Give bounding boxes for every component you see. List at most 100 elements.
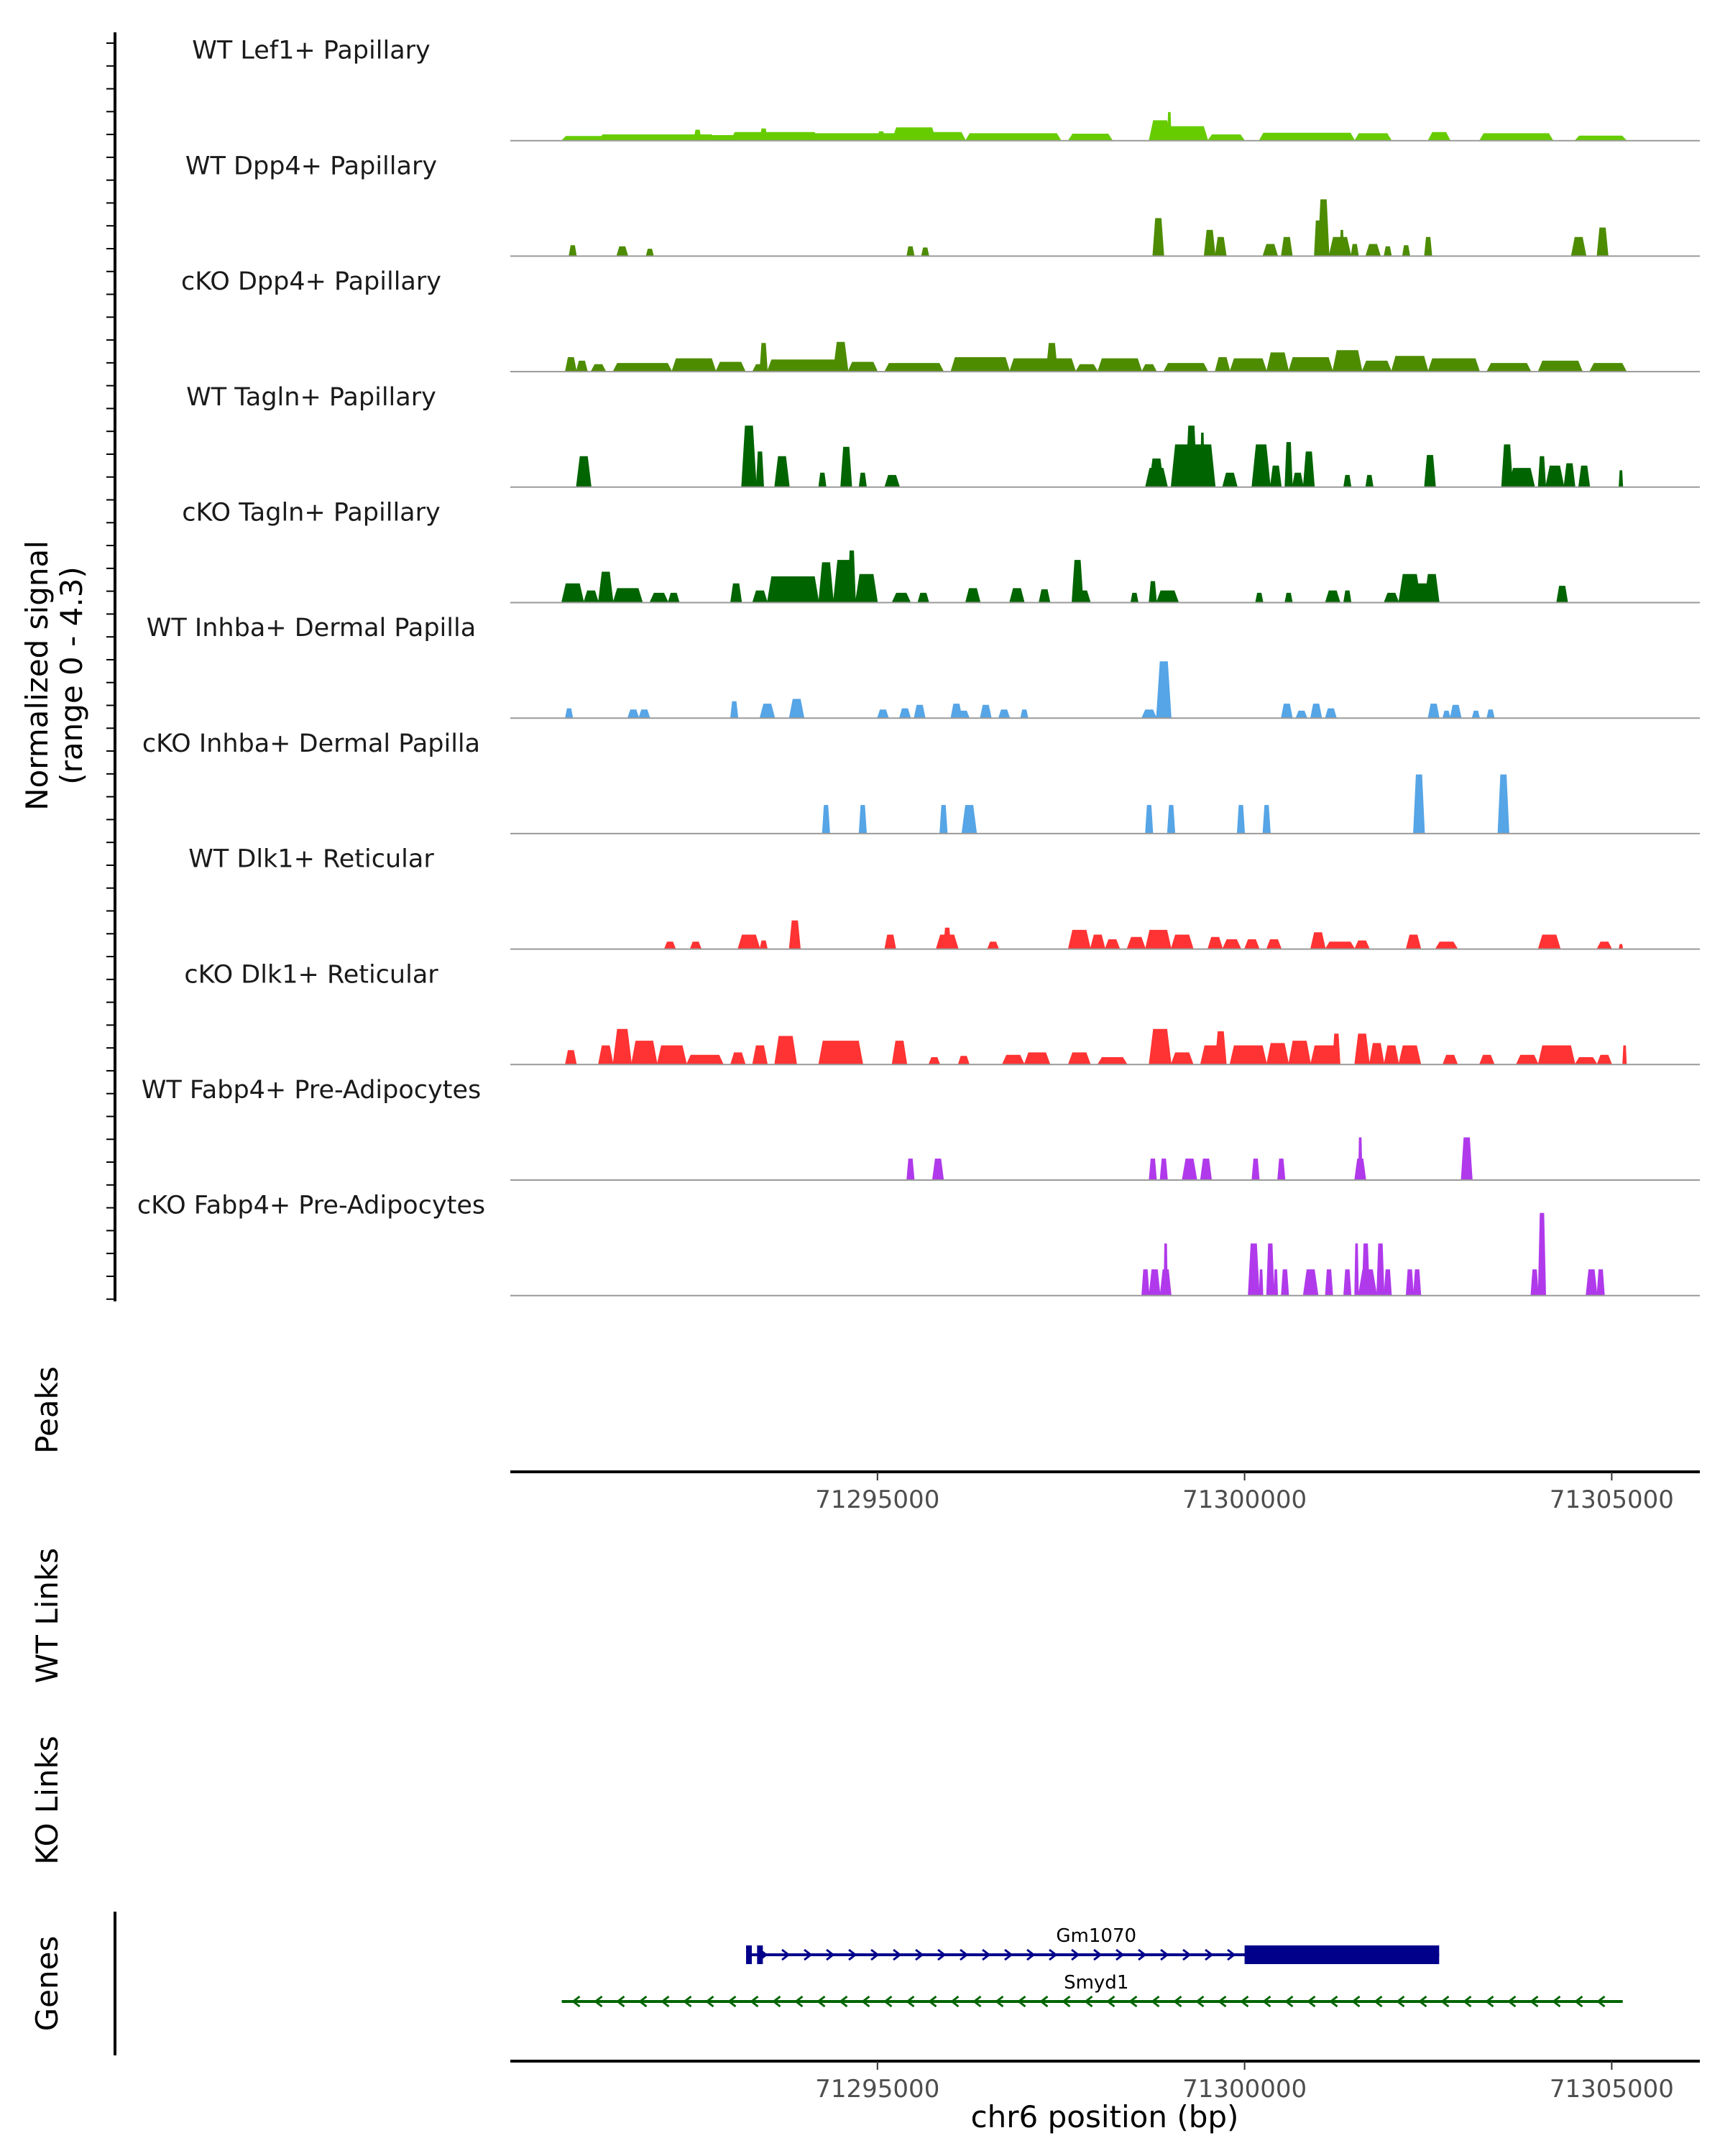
strand-arrow: [1284, 1995, 1294, 2008]
strand-arrow: [804, 1948, 813, 1961]
signal-peak: [1104, 939, 1121, 950]
signal-peak: [957, 1056, 970, 1065]
track-label: cKO Tagln+ Papillary: [182, 499, 441, 528]
track-0: WT Lef1+ Papillary: [192, 37, 1700, 142]
signal-peak: [1365, 244, 1381, 257]
signal-peak: [759, 704, 776, 719]
signal-peak: [730, 583, 742, 603]
signal-peak: [1288, 357, 1333, 372]
signal-peak: [1478, 1054, 1495, 1065]
signal-peak: [1170, 1052, 1194, 1065]
signal-peak: [1222, 939, 1242, 950]
x-tick-label: 71295000: [815, 2075, 939, 2104]
signal-peak: [774, 1036, 797, 1065]
signal-peak: [1351, 244, 1359, 257]
strand-arrow: [1396, 1995, 1405, 2008]
signal-peak: [737, 934, 760, 950]
signal-peak: [1354, 1243, 1359, 1296]
track-label: cKO Fabp4+ Pre-Adipocytes: [137, 1192, 485, 1220]
strand-arrow: [772, 1995, 781, 2008]
strand-arrow: [1116, 1948, 1125, 1961]
signal-peak: [1001, 1054, 1025, 1065]
signal-peak: [1163, 1243, 1168, 1296]
signal-axis-label-line1: Normalized signal: [19, 540, 55, 811]
strand-arrow: [1017, 1995, 1026, 2008]
strand-arrow: [1071, 1948, 1080, 1961]
signal-peak: [980, 704, 992, 719]
signal-peak: [1167, 805, 1176, 834]
signal-peak: [1215, 236, 1227, 257]
strand-arrow: [915, 1948, 924, 1961]
strand-arrow: [794, 1995, 804, 2008]
strand-arrow: [950, 1995, 960, 2008]
signal-peak: [840, 446, 852, 488]
signal-peak: [1588, 363, 1627, 372]
signal-peak: [1596, 1054, 1613, 1065]
strand-arrow: [1182, 1948, 1192, 1961]
signal-peak: [1259, 132, 1356, 142]
track-label: cKO Dlk1+ Reticular: [184, 960, 438, 989]
signal-peak: [1229, 1045, 1267, 1065]
track-3: WT Tagln+ Papillary: [186, 383, 1700, 488]
signal-peak: [1563, 463, 1576, 488]
signal-peak: [693, 129, 702, 142]
signal-peak: [1332, 350, 1363, 372]
x-tick-label: 71305000: [1550, 1485, 1674, 1514]
signal-peak: [998, 709, 1011, 719]
signal-peak: [759, 128, 768, 142]
strand-arrow: [1218, 1995, 1227, 2008]
signal-peak: [811, 133, 901, 142]
signal-peak: [1537, 360, 1583, 372]
strand-arrow: [1351, 1995, 1361, 2008]
signal-peak: [847, 550, 856, 603]
signal-peak: [1141, 1269, 1150, 1296]
signal-peak: [1365, 474, 1374, 488]
ko-links-label: KO Links: [29, 1736, 65, 1865]
track-9: WT Fabp4+ Pre-Adipocytes: [142, 1076, 1700, 1181]
signal-peak: [1353, 133, 1392, 142]
strand-arrow: [1374, 1995, 1383, 2008]
strand-arrow: [1062, 1995, 1071, 2008]
signal-peak: [1215, 357, 1230, 372]
signal-peak: [943, 927, 952, 950]
signal-peak: [759, 343, 768, 372]
gene-track: Gm1070 Smyd1: [561, 1925, 1623, 2008]
strand-arrow: [906, 1995, 915, 2008]
signal-peak: [1405, 934, 1422, 950]
signal-peak: [1009, 588, 1025, 603]
signal-peak: [1141, 709, 1157, 719]
signal-peak: [987, 941, 1000, 950]
signal-peak: [1424, 236, 1432, 257]
signal-peak: [1152, 218, 1164, 257]
signal-peak: [1361, 360, 1392, 372]
track-6: cKO Inhba+ Dermal Papilla: [142, 729, 1700, 834]
signal-peak: [1596, 1269, 1605, 1296]
strand-arrow: [870, 1948, 880, 1961]
signal-peak: [1284, 442, 1293, 488]
signal-peak: [1185, 425, 1197, 488]
signal-peak: [965, 133, 1062, 142]
strand-arrow: [750, 1995, 759, 2008]
signal-peak: [1141, 364, 1157, 372]
signal-peak: [906, 246, 915, 257]
signal-peak: [1097, 358, 1143, 372]
signal-peak: [884, 934, 896, 950]
signal-peak: [1358, 1269, 1378, 1296]
strand-arrow: [781, 1948, 791, 1961]
signal-peak: [638, 709, 650, 719]
signal-peak: [1277, 1158, 1286, 1181]
strand-arrow: [616, 1995, 625, 2008]
signal-peak: [663, 941, 676, 950]
strand-arrow: [982, 1948, 991, 1961]
signal-peak: [961, 805, 978, 834]
strand-arrow: [1026, 1948, 1036, 1961]
signal-peak: [689, 941, 702, 950]
signal-peak: [847, 361, 878, 372]
strand-arrow: [594, 1995, 603, 2008]
signal-peak: [1424, 573, 1440, 603]
strand-arrow: [1227, 1948, 1236, 1961]
x-axis-genes: 71295000 71300000 71305000: [510, 2060, 1700, 2104]
signal-peak: [891, 592, 911, 603]
signal-peak: [1130, 592, 1139, 603]
signal-peak: [576, 360, 588, 372]
